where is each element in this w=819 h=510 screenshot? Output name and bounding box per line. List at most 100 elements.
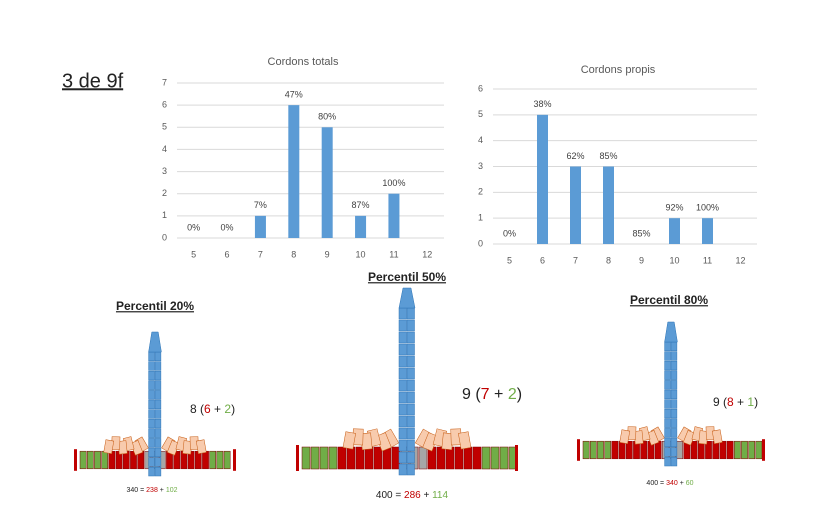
x-tick-label: 11 xyxy=(389,249,398,259)
bar-annotation: 100% xyxy=(382,178,405,188)
bar xyxy=(355,215,367,238)
bar xyxy=(388,193,400,238)
base-block xyxy=(611,440,619,460)
formula-part: 1 xyxy=(747,395,754,409)
column-block xyxy=(398,331,407,344)
formula-part: 9 ( xyxy=(462,386,481,403)
tower-diagram xyxy=(577,321,765,467)
column-block xyxy=(154,380,162,390)
column-block xyxy=(398,415,407,428)
bar xyxy=(702,218,713,244)
base-block xyxy=(202,450,209,470)
base-block xyxy=(418,446,428,470)
chart-title: Cordons propis xyxy=(581,64,656,76)
base-block xyxy=(86,450,94,470)
base-block xyxy=(346,446,356,470)
total-part: 60 xyxy=(686,480,694,487)
tower-formula: 9 (8 + 1) xyxy=(713,395,758,409)
base-block xyxy=(481,446,491,470)
bar-annotation: 85% xyxy=(599,151,617,161)
base-block xyxy=(690,440,698,460)
base-block xyxy=(640,440,648,460)
column-block xyxy=(154,428,162,438)
x-tick-label: 6 xyxy=(540,255,545,265)
bar-annotation: 62% xyxy=(566,151,584,161)
column-block xyxy=(154,438,162,448)
column-block xyxy=(664,351,671,361)
column-top xyxy=(398,287,416,309)
chart-title: Cordons totals xyxy=(268,56,339,68)
base-block xyxy=(705,440,712,460)
column-block xyxy=(406,319,415,332)
column-block xyxy=(670,418,678,428)
y-tick-label: 5 xyxy=(478,109,483,119)
y-tick-label: 0 xyxy=(478,238,483,248)
base-block xyxy=(589,440,597,460)
x-tick-label: 5 xyxy=(507,255,512,265)
formula-part: 9 ( xyxy=(713,395,727,409)
x-tick-label: 10 xyxy=(669,255,679,265)
base-block xyxy=(726,440,734,460)
x-tick-label: 8 xyxy=(291,249,296,259)
column-block xyxy=(670,341,678,352)
bar-annotation: 0% xyxy=(221,222,234,232)
base-block xyxy=(719,440,727,460)
column-block xyxy=(154,447,162,458)
column-block xyxy=(670,370,678,380)
column-block xyxy=(148,457,155,467)
column-block xyxy=(148,428,155,438)
formula-part: 8 ( xyxy=(190,402,204,416)
end-bar xyxy=(233,449,236,471)
base-block xyxy=(733,440,741,460)
base-block xyxy=(748,440,756,460)
bar xyxy=(254,215,266,238)
end-bar xyxy=(762,439,765,461)
total-part: 340 = xyxy=(126,487,146,494)
base-block xyxy=(209,450,217,470)
column-block xyxy=(406,343,415,356)
formula-part: 6 xyxy=(204,402,211,416)
column-block xyxy=(398,379,407,392)
column-block xyxy=(154,351,162,362)
column-block xyxy=(406,403,415,416)
percentile-label: Percentil 80% xyxy=(630,293,708,307)
percentile-label: Percentil 50% xyxy=(368,270,446,284)
percentile-label: Percentil 20% xyxy=(116,299,194,313)
column-top xyxy=(148,331,162,353)
base-block xyxy=(472,446,482,470)
column-block xyxy=(148,361,155,371)
column-block xyxy=(398,439,407,452)
y-tick-label: 0 xyxy=(162,232,167,242)
column-block xyxy=(154,466,162,477)
peach-block xyxy=(342,431,356,450)
x-tick-label: 12 xyxy=(422,249,432,259)
column-block xyxy=(406,307,415,320)
formula-part: 2 xyxy=(508,386,517,403)
total-part: 114 xyxy=(432,490,448,501)
x-tick-label: 8 xyxy=(606,255,611,265)
base-block xyxy=(676,440,684,460)
formula-part: ) xyxy=(754,395,758,409)
y-tick-label: 3 xyxy=(478,161,483,171)
y-tick-label: 5 xyxy=(162,122,167,132)
formula-part: ) xyxy=(517,386,522,403)
x-tick-label: 11 xyxy=(703,255,712,265)
column-block xyxy=(670,351,678,361)
peach-block xyxy=(711,429,723,445)
x-tick-label: 7 xyxy=(258,249,263,259)
column-top xyxy=(664,321,678,343)
base-block xyxy=(445,446,455,470)
base-block xyxy=(216,450,224,470)
slide-title: 3 de 9f xyxy=(62,70,124,92)
bar xyxy=(288,105,300,239)
bar-annotation: 80% xyxy=(318,112,336,122)
base-block xyxy=(355,446,365,470)
peach-block xyxy=(458,431,472,450)
bar-annotation: 85% xyxy=(632,228,650,238)
column-block xyxy=(664,360,671,371)
column-block xyxy=(148,447,155,458)
x-tick-label: 10 xyxy=(356,249,366,259)
formula-part: + xyxy=(490,386,508,403)
base-block xyxy=(625,440,633,460)
x-tick-label: 6 xyxy=(225,249,230,259)
